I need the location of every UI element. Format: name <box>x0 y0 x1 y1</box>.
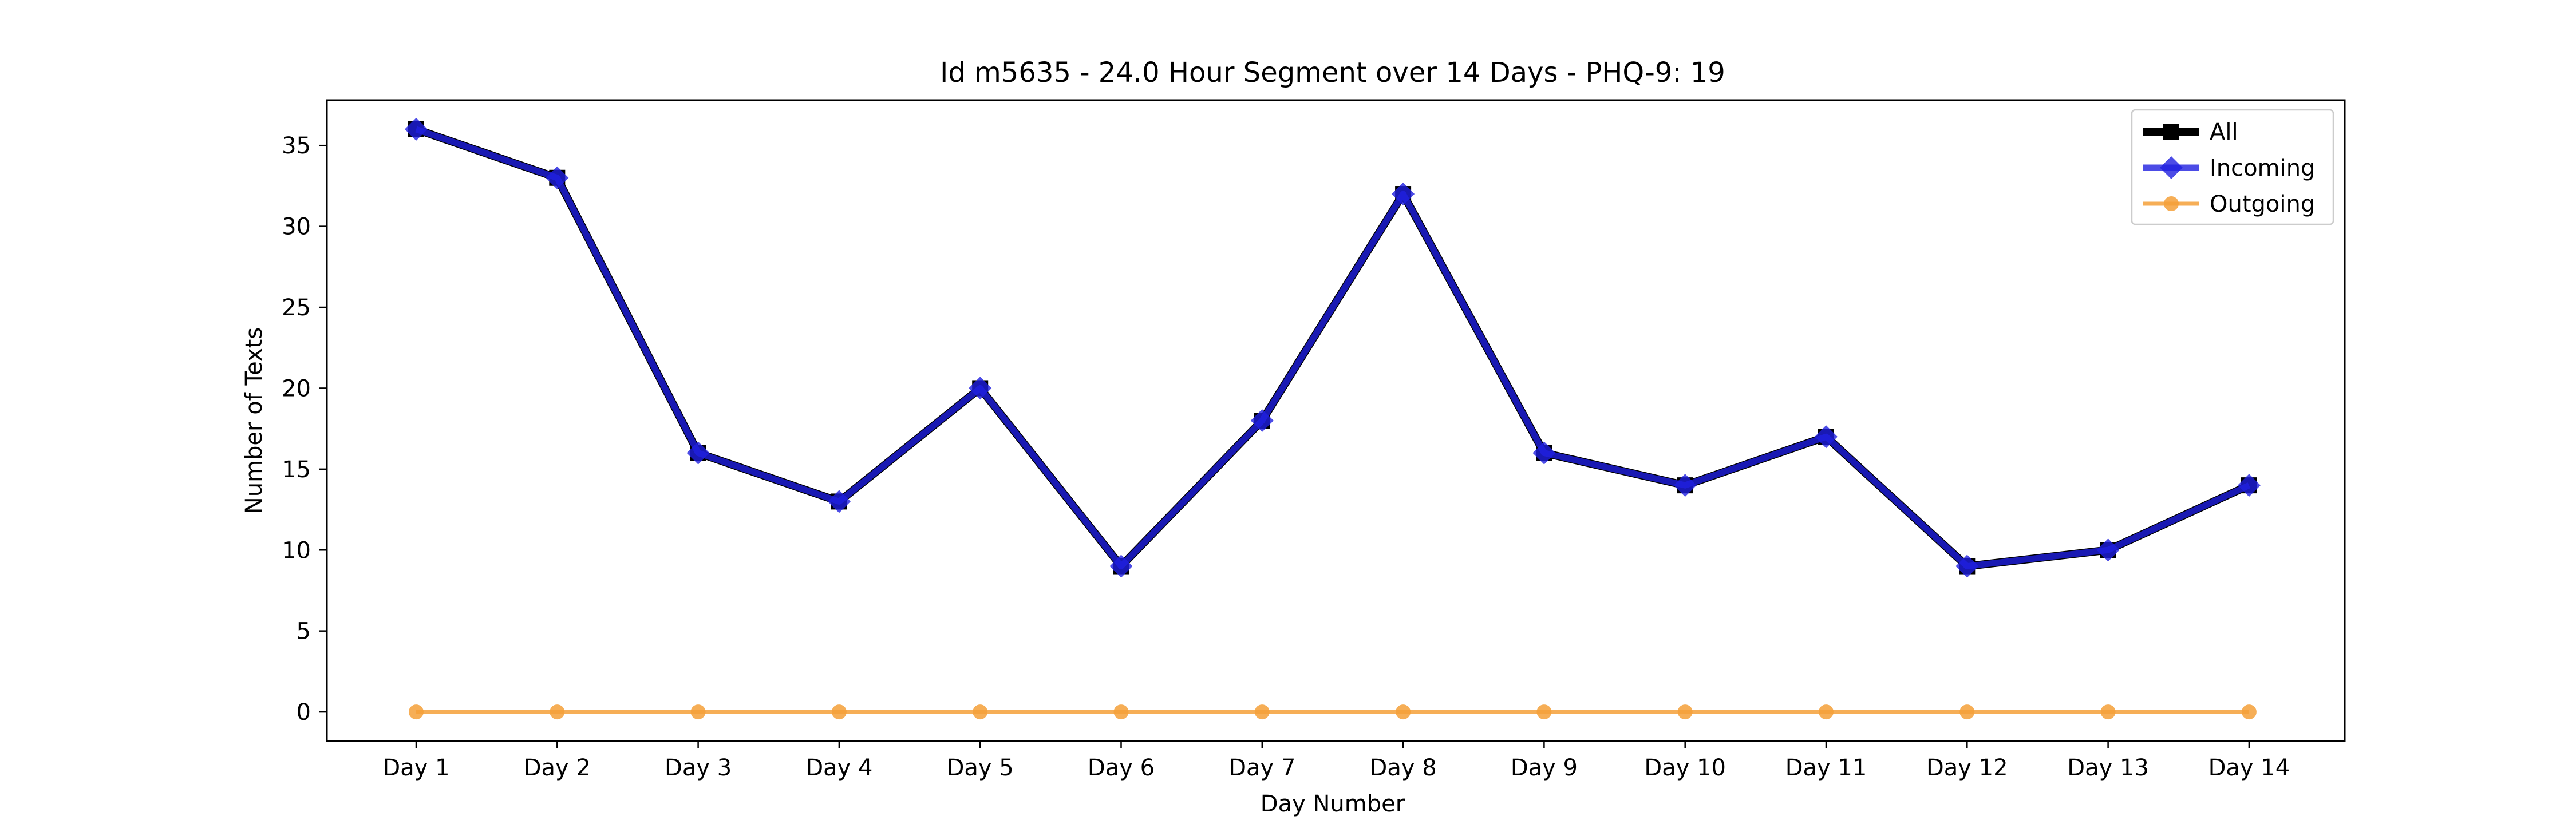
data-point-incoming <box>827 490 851 513</box>
data-point-incoming <box>1250 409 1274 432</box>
x-tick-label: Day 12 <box>1926 755 2008 781</box>
data-point-incoming <box>1955 554 1979 578</box>
data-point-outgoing <box>2100 704 2116 720</box>
y-tick-label: 10 <box>282 537 311 564</box>
data-point-outgoing <box>1254 704 1270 720</box>
data-point-outgoing <box>1819 704 1834 720</box>
data-point-incoming <box>686 441 710 465</box>
data-point-outgoing <box>690 704 706 720</box>
x-tick-label: Day 11 <box>1785 755 1867 781</box>
x-tick-label: Day 3 <box>665 755 732 781</box>
data-point-incoming <box>1532 441 1556 465</box>
data-point-outgoing <box>1113 704 1129 720</box>
data-point-incoming <box>2237 474 2261 497</box>
data-point-outgoing <box>1396 704 1411 720</box>
x-tick-label: Day 2 <box>524 755 591 781</box>
legend-label-incoming: Incoming <box>2210 155 2315 181</box>
series-outgoing <box>409 704 2257 720</box>
axis-ticks: Day 1 Day 2 Day 3 Day 4 Day 5 Day 6 Day 7 Day 8… <box>282 133 2290 781</box>
y-axis-label: Number of Texts <box>241 327 267 514</box>
legend-item-outgoing: Outgoing <box>2143 191 2315 217</box>
x-axis-label: Day Number <box>1261 791 1405 817</box>
chart-title: Id m5635 - 24.0 Hour Segment over 14 Day… <box>940 57 1725 89</box>
y-tick-label: 15 <box>282 457 311 483</box>
data-point-outgoing <box>2241 704 2257 720</box>
legend-marker-all <box>2163 124 2179 140</box>
y-tick-label: 20 <box>282 375 311 402</box>
legend: All Incoming Outgoing <box>2131 109 2334 225</box>
legend-label-outgoing: Outgoing <box>2210 191 2315 217</box>
data-point-incoming <box>969 377 992 400</box>
data-point-outgoing <box>1959 704 1975 720</box>
data-point-incoming <box>405 117 428 141</box>
y-tick-label: 25 <box>282 295 311 321</box>
data-point-incoming <box>1815 425 1838 449</box>
y-tick-label: 5 <box>297 619 311 645</box>
data-point-incoming <box>1392 183 1415 206</box>
x-tick-label: Day 13 <box>2067 755 2149 781</box>
data-point-outgoing <box>409 704 424 720</box>
data-point-incoming <box>1109 554 1133 578</box>
data-point-outgoing <box>1536 704 1552 720</box>
legend-box <box>2131 109 2334 225</box>
x-tick-label: Day 9 <box>1511 755 1578 781</box>
data-point-outgoing <box>1677 704 1693 720</box>
legend-marker-incoming <box>2160 156 2183 179</box>
legend-item-incoming: Incoming <box>2143 155 2315 181</box>
series-incoming <box>405 117 2261 578</box>
x-tick-label: Day 5 <box>947 755 1014 781</box>
legend-label-all: All <box>2210 119 2238 145</box>
plot-area <box>326 99 2346 742</box>
legend-item-all: All <box>2143 119 2238 145</box>
x-tick-label: Day 4 <box>805 755 872 781</box>
y-tick-label: 35 <box>282 133 311 159</box>
data-point-incoming <box>546 166 569 189</box>
legend-marker-outgoing <box>2164 196 2179 211</box>
data-point-outgoing <box>550 704 565 720</box>
x-tick-label: Day 6 <box>1088 755 1155 781</box>
x-tick-label: Day 14 <box>2208 755 2290 781</box>
data-point-outgoing <box>831 704 847 720</box>
data-point-incoming <box>1673 474 1697 497</box>
series-layer <box>405 117 2261 720</box>
x-tick-label: Day 10 <box>1644 755 1726 781</box>
series-line-incoming <box>415 126 2251 570</box>
y-tick-label: 30 <box>282 214 311 240</box>
x-tick-label: Day 8 <box>1370 755 1437 781</box>
y-tick-label: 0 <box>297 699 311 726</box>
x-tick-label: Day 7 <box>1228 755 1295 781</box>
data-point-incoming <box>2096 538 2120 562</box>
x-tick-label: Day 1 <box>382 755 449 781</box>
data-point-outgoing <box>973 704 988 720</box>
